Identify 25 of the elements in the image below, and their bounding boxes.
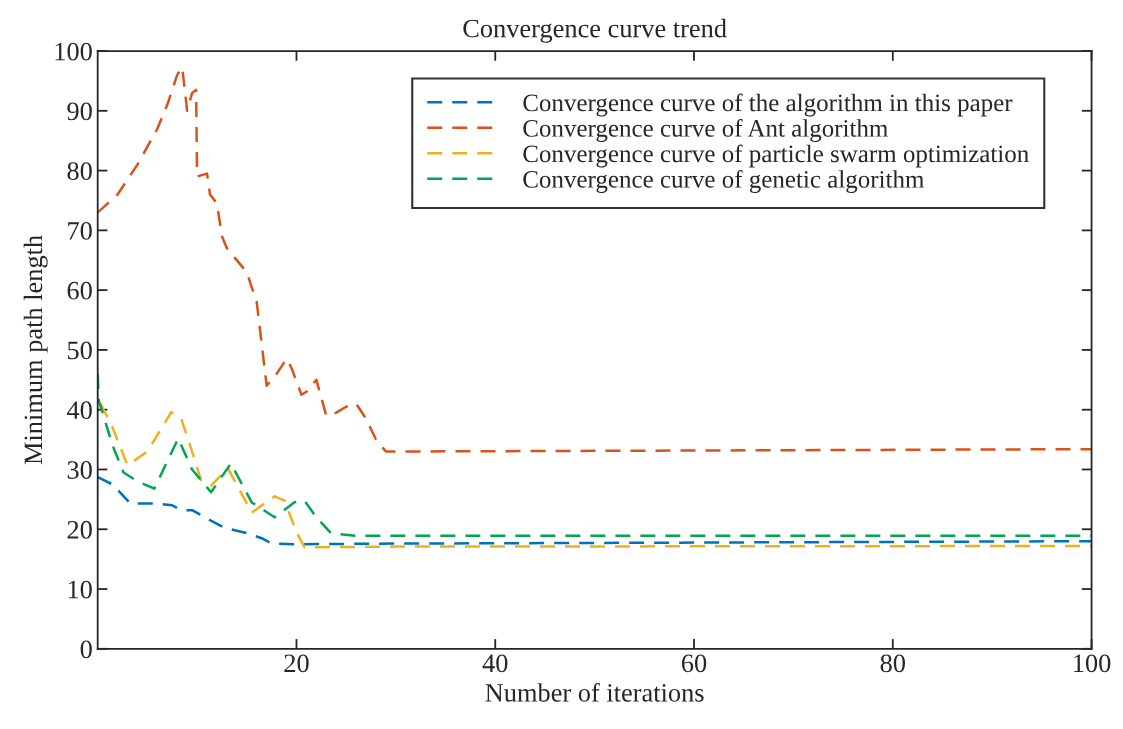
y-tick-label: 0 xyxy=(80,640,92,659)
y-axis-title: Minimum path length xyxy=(23,235,48,465)
y-tick-label: 50 xyxy=(67,341,92,360)
x-tick-label: 20 xyxy=(284,654,309,673)
y-tick-label: 100 xyxy=(55,42,92,61)
y-tick-label: 60 xyxy=(67,281,92,300)
y-tick-label: 40 xyxy=(66,401,92,420)
x-tick-label: 60 xyxy=(681,654,707,673)
y-tick-label: 20 xyxy=(67,520,92,539)
chart-title: Convergence curve trend xyxy=(463,18,727,43)
y-tick-label: 10 xyxy=(68,580,92,599)
x-axis-title: Number of iterations xyxy=(485,682,704,702)
x-tick-label: 100 xyxy=(1074,654,1111,673)
y-tick-label: 90 xyxy=(67,102,92,121)
x-tick-label: 80 xyxy=(880,654,905,673)
y-tick-label: 80 xyxy=(67,162,92,180)
legend-label: Convergence curve of Ant algorithm xyxy=(523,118,888,142)
line-series xyxy=(99,402,1092,549)
legend-label: Convergence curve of the algorithm in this paper xyxy=(523,93,1013,117)
x-tick-label: 40 xyxy=(482,654,508,673)
legend-label: Convergence curve of particle swarm optimization xyxy=(523,144,1029,168)
line-series xyxy=(97,476,1092,546)
legend-label: Convergence curve of genetic algorithm xyxy=(523,169,925,193)
y-tick-label: 30 xyxy=(67,461,92,479)
y-tick-label: 70 xyxy=(68,221,92,240)
